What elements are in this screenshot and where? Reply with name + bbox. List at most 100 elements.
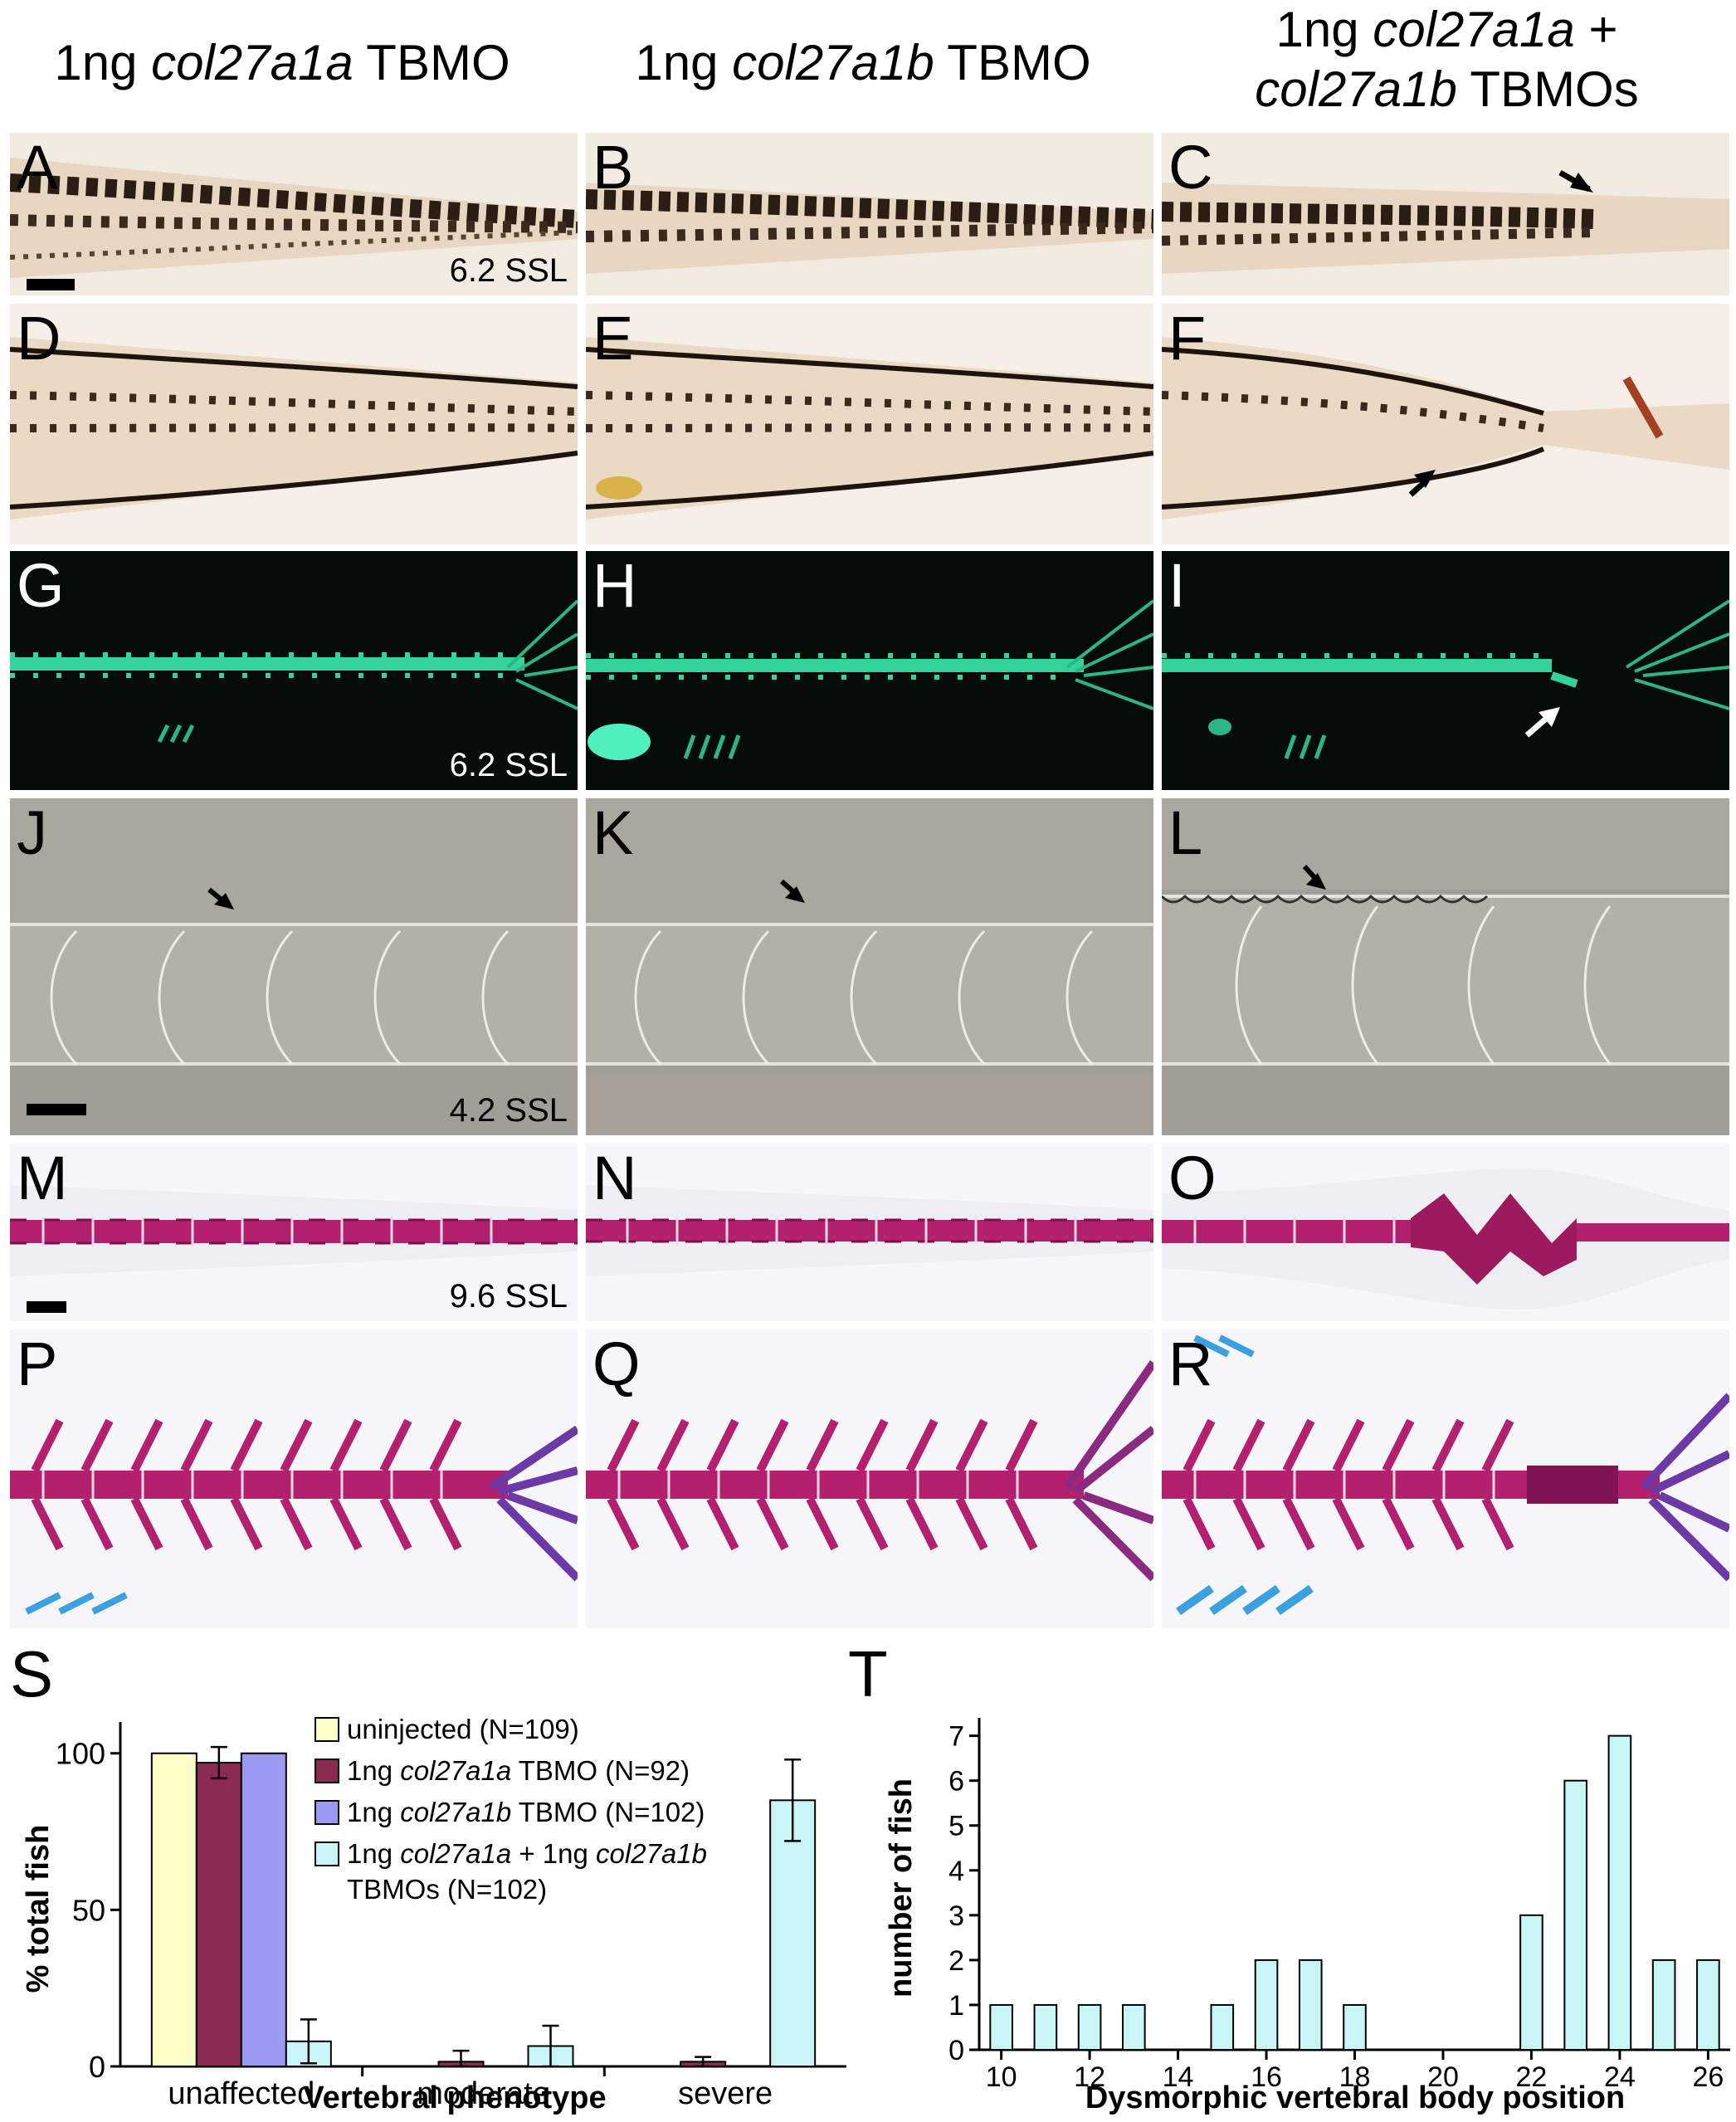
header-prefix: 1ng [54, 35, 152, 90]
panel-g-fluorescence: G 6.2 SSL [10, 551, 578, 790]
pigment-lateral-image [1162, 337, 1729, 520]
fluorescent-spine-image [1162, 599, 1729, 759]
panel-label-h: H [592, 551, 637, 620]
alizarin-lateral-image [1162, 1334, 1729, 1616]
panel-h-fluorescence: H [586, 551, 1153, 790]
y-tick-label: 50 [72, 1893, 105, 1927]
header-suffix-2: TBMOs [1456, 61, 1639, 117]
stage-label: 6.2 SSL [449, 747, 568, 783]
bar [1563, 1779, 1587, 2051]
bar [1033, 2003, 1058, 2051]
panel-f-pigment-lateral: F [1162, 304, 1729, 544]
legend-label: 1ng col27a1a TBMO (N=92) [347, 1755, 690, 1786]
x-tick-label: 14 [1163, 2061, 1194, 2093]
legend-label-part: col27a1b [400, 1797, 511, 1827]
y-tick-label: 0 [89, 2050, 105, 2084]
column-header-double: 1ng col27a1a + col27a1b TBMOs [1158, 0, 1736, 120]
y-tick-label: 2 [948, 1945, 964, 1977]
legend-label-part: uninjected (N=109) [347, 1714, 579, 1744]
header-prefix: 1ng [1275, 2, 1373, 57]
bar [1077, 2003, 1102, 2051]
stage-label: 6.2 SSL [449, 252, 568, 289]
pigment-lateral-image [586, 337, 1153, 520]
panel-label-m: M [17, 1144, 68, 1212]
scale-bar [27, 1104, 86, 1115]
stage-label: 4.2 SSL [449, 1092, 568, 1129]
bar [240, 1752, 287, 2068]
bar [195, 1762, 242, 2068]
chart-s-x-axis-label: Vertebral phenotype [303, 2081, 606, 2115]
legend-label-part: col27a1a [400, 1838, 511, 1869]
y-tick-label: 6 [948, 1766, 964, 1798]
panel-label-s: S [10, 1637, 54, 1710]
panel-m-alizarin-dorsal: M 9.6 SSL [10, 1144, 578, 1321]
legend-label-part: 1ng [347, 1838, 400, 1869]
chart-t-x-axis-label: Dysmorphic vertebral body position [1085, 2081, 1625, 2115]
header-prefix: 1ng [635, 35, 733, 90]
panel-label-r: R [1168, 1329, 1213, 1398]
alizarin-lateral-image [10, 1418, 578, 1615]
alizarin-spine-image [586, 1185, 1153, 1276]
stage-label: 9.6 SSL [449, 1278, 568, 1315]
notochord-dic-image [586, 798, 1153, 1135]
panel-c-pigment-tail: C [1162, 133, 1729, 295]
x-tick-label: 18 [1339, 2061, 1371, 2093]
notochord-dic-image [10, 798, 578, 1066]
legend-label-part: TBMO (N=102) [511, 1797, 705, 1827]
header-gene: col27a1a [151, 35, 354, 90]
chart-s-vertebral-phenotype: 0 50 100 unaffected moderate severe uninjecte… [21, 1714, 846, 2115]
x-tick-label: 10 [986, 2061, 1017, 2093]
legend-label: uninjected (N=109) [347, 1714, 579, 1744]
panel-r-alizarin-lateral: R [1162, 1329, 1729, 1628]
x-tick-label: 12 [1074, 2061, 1105, 2093]
legend-label-part: 1ng [347, 1755, 400, 1786]
header-gene-2: col27a1b [1255, 61, 1457, 117]
chart-s-bars [150, 1745, 817, 2068]
panel-j-dic-notochord: J 4.2 SSL [10, 798, 578, 1135]
panel-o-alizarin-dorsal: O [1162, 1144, 1729, 1321]
legend-label-part: TBMO (N=92) [511, 1755, 690, 1786]
legend-label-line-2: TBMOs (N=102) [347, 1874, 547, 1905]
x-tick-label: 16 [1251, 2061, 1282, 2093]
panel-label-p: P [17, 1329, 58, 1398]
bar [1122, 2003, 1146, 2051]
panel-label-b: B [592, 133, 634, 202]
y-tick-label: 4 [948, 1856, 964, 1887]
y-tick-label: 0 [948, 2035, 964, 2066]
bar [1651, 1959, 1676, 2051]
x-tick-label: moderate [417, 2076, 550, 2111]
bar [1607, 1734, 1632, 2051]
bar [1343, 2003, 1367, 2051]
scale-bar [27, 1301, 66, 1313]
legend-label-part: col27a1b [596, 1838, 707, 1869]
bar [150, 1752, 197, 2068]
panel-p-alizarin-lateral: P [10, 1329, 578, 1628]
legend-swatch [315, 1842, 339, 1866]
y-tick-label: 3 [948, 1900, 964, 1932]
panel-label-o: O [1168, 1144, 1217, 1212]
panel-i-fluorescence: I [1162, 551, 1729, 790]
notochord-dic-image [1162, 798, 1729, 1066]
panel-label-i: I [1168, 551, 1186, 620]
column-header-col27a1b: 1ng col27a1b TBMO [581, 33, 1145, 93]
panel-label-j: J [17, 798, 47, 867]
chart-s-legend: uninjected (N=109) 1ng col27a1a TBMO (N=9… [315, 1714, 707, 1905]
alizarin-spine-image [1162, 1168, 1729, 1310]
header-line-1: 1ng col27a1a + [1158, 0, 1736, 60]
y-tick-label: 100 [56, 1737, 105, 1771]
chart-t-y-axis-label: number of fish [884, 1778, 919, 1998]
bar [1210, 2003, 1235, 2051]
panel-label-f: F [1168, 304, 1207, 373]
header-gene: col27a1a [1373, 2, 1575, 57]
panel-l-dic-notochord: L [1162, 798, 1729, 1135]
legend-label: 1ng col27a1a + 1ng col27a1b [347, 1838, 707, 1869]
fluorescent-spine-image [586, 599, 1153, 760]
panel-b-pigment-tail: B [586, 133, 1153, 295]
panel-label-t: T [848, 1637, 888, 1710]
x-tick-label: 22 [1516, 2061, 1548, 2093]
bar [1254, 1959, 1279, 2051]
chart-s-y-axis-label: % total fish [21, 1825, 56, 1993]
panel-label-l: L [1168, 798, 1203, 867]
header-suffix: + [1574, 2, 1618, 57]
